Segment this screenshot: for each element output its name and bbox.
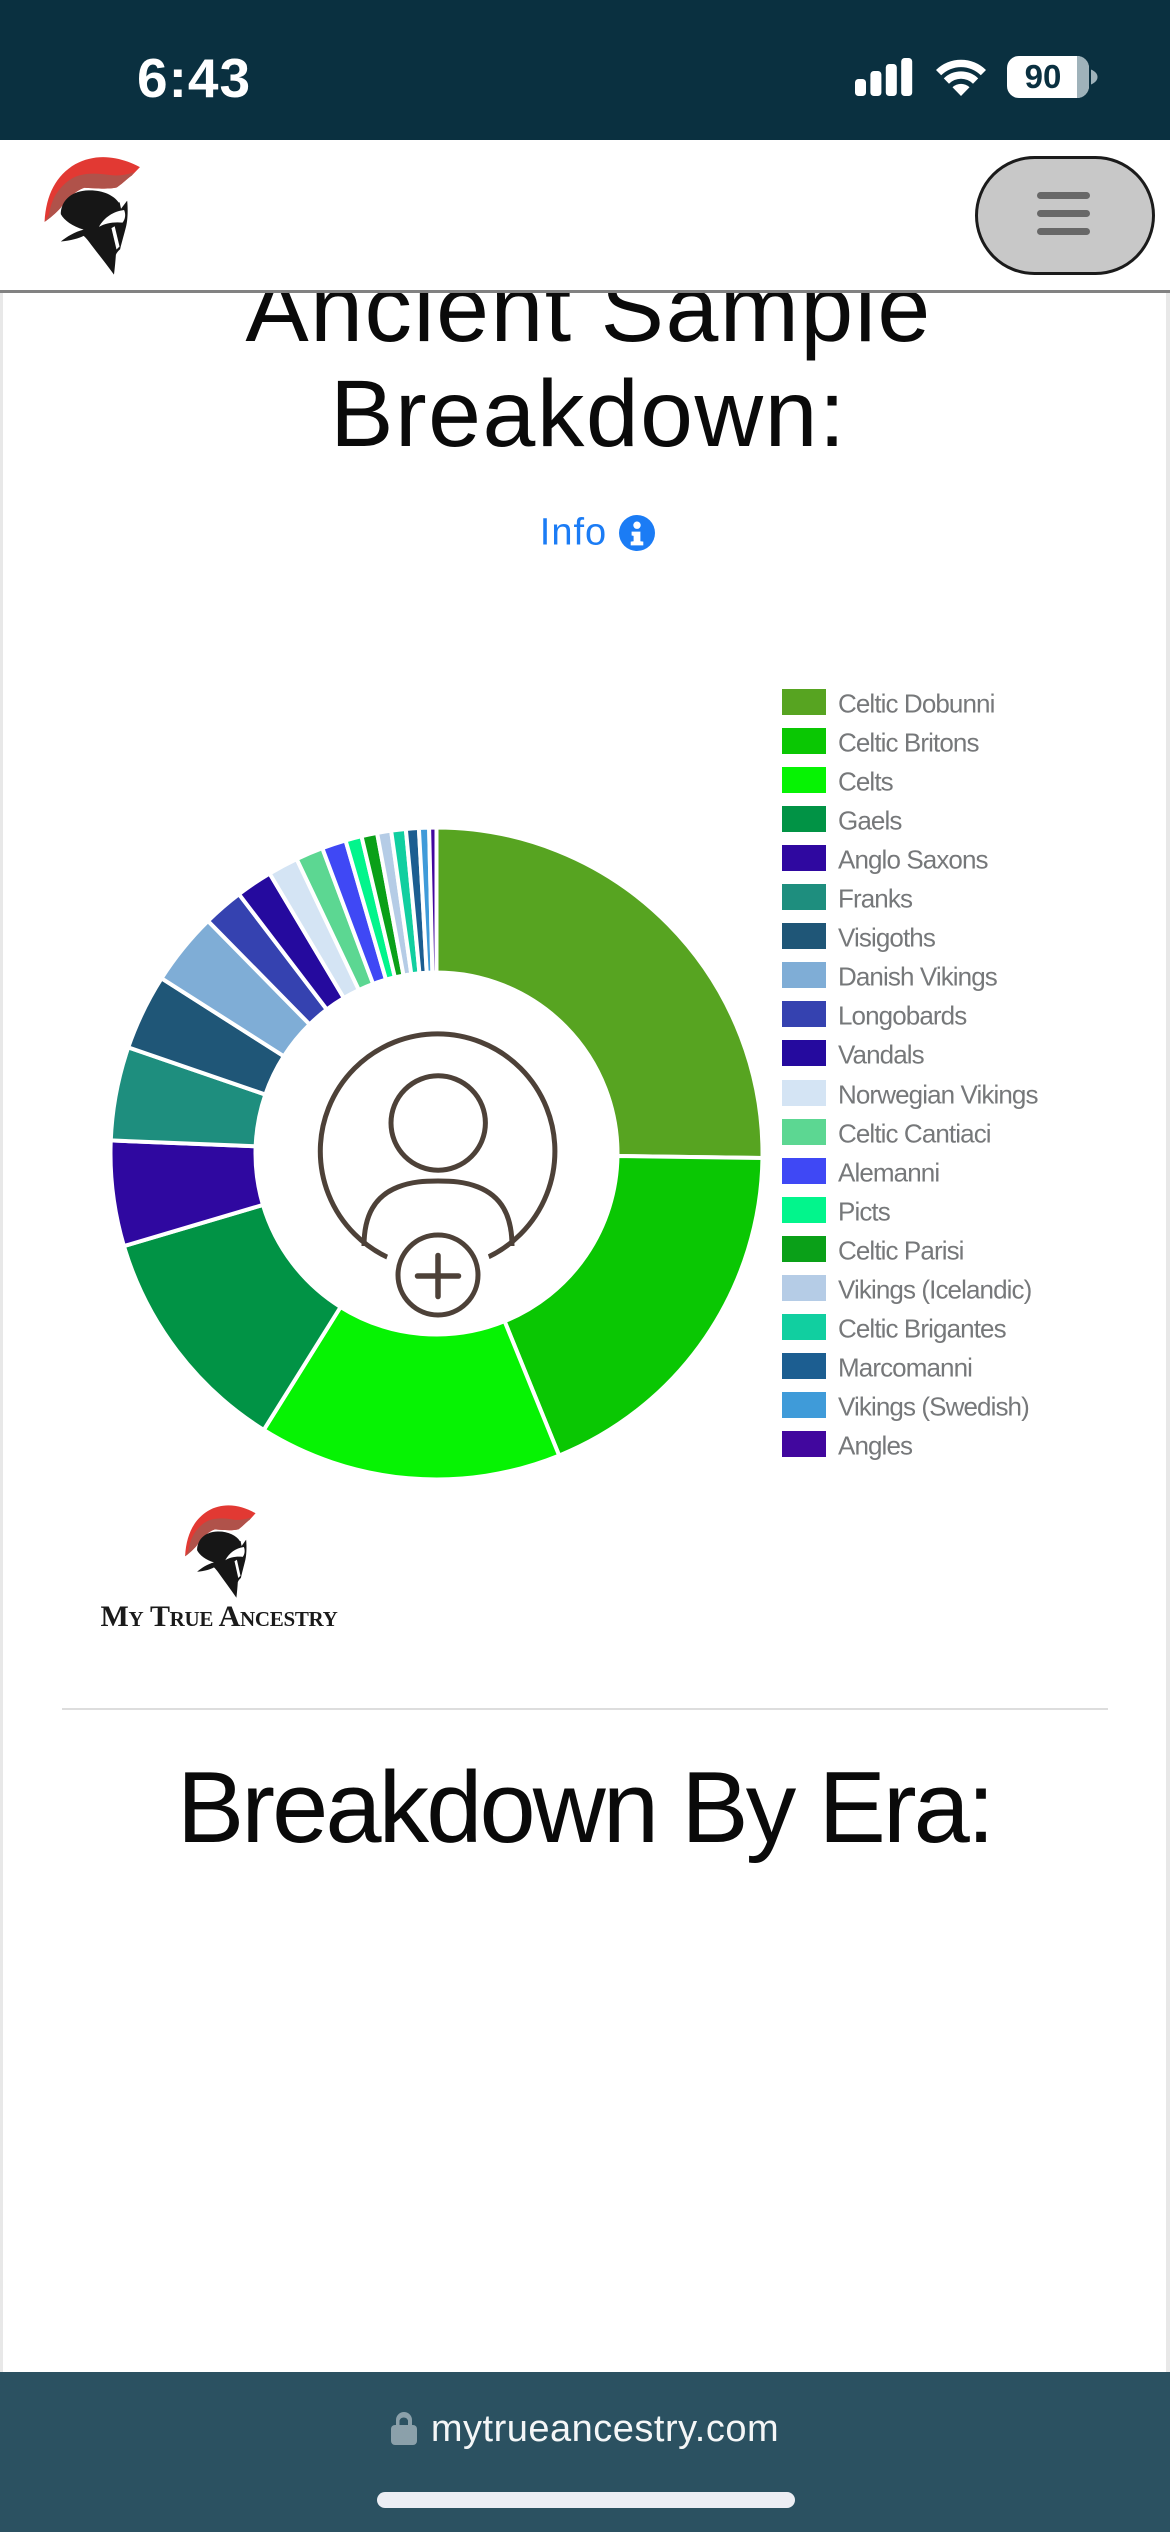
svg-text:90: 90 bbox=[1025, 58, 1062, 95]
